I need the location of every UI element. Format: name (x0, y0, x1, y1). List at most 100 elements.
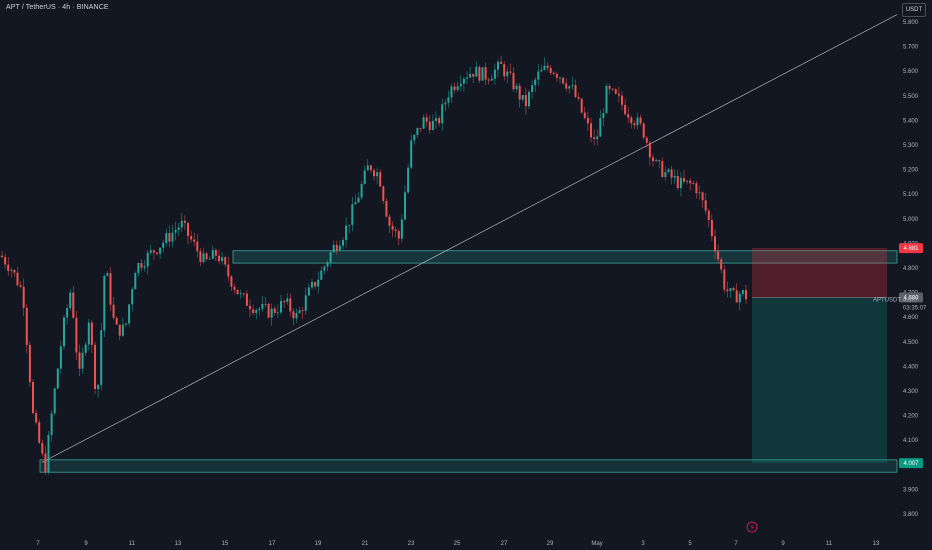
candle (252, 304, 255, 316)
candle-body (146, 252, 149, 267)
candle (738, 291, 741, 311)
candle-body (611, 88, 614, 90)
candle (28, 341, 31, 387)
candle (109, 267, 112, 311)
candle-body (379, 172, 382, 187)
candle-body (112, 304, 115, 318)
candle (97, 384, 100, 398)
candle-body (534, 79, 537, 86)
candle (745, 284, 747, 304)
position-tool[interactable] (752, 248, 887, 464)
candle-body (320, 270, 323, 280)
candle (503, 61, 506, 81)
candle-body (555, 74, 558, 78)
candle (602, 107, 605, 127)
candle (617, 86, 620, 103)
candle-body (497, 61, 499, 70)
candle (7, 256, 10, 276)
y-tick-label: 4.500 (903, 340, 919, 346)
candle-body (593, 137, 596, 140)
candle (255, 308, 258, 320)
candle (552, 71, 555, 76)
x-tick-label: May (591, 541, 602, 547)
candle (397, 228, 400, 246)
candle (320, 265, 323, 281)
y-tick-label: 5.000 (903, 217, 919, 223)
candle-body (639, 117, 642, 124)
candle (391, 221, 394, 238)
candle (627, 107, 630, 124)
candle-body (493, 69, 496, 79)
zones (39, 250, 898, 473)
candle-body (245, 293, 248, 306)
candle (32, 379, 34, 415)
candle-body (87, 322, 90, 345)
candle (642, 122, 645, 140)
candle (593, 129, 596, 146)
candle (543, 57, 546, 71)
candle-body (714, 236, 716, 252)
candle (236, 289, 239, 295)
candle (100, 322, 103, 390)
candle (205, 251, 208, 261)
candle-body (462, 78, 465, 84)
candle-body (726, 289, 729, 292)
y-tick-label: 5.700 (903, 45, 919, 51)
candle (596, 129, 599, 146)
candle (261, 295, 264, 313)
trendline[interactable] (41, 14, 898, 463)
candle (562, 77, 565, 85)
candle (394, 226, 397, 238)
candle-body (729, 288, 732, 292)
x-tick-label: 13 (175, 541, 182, 547)
candle (497, 59, 499, 78)
y-tick-label: 5.300 (903, 143, 919, 149)
candle-body (106, 273, 109, 276)
candle-body (701, 192, 704, 201)
candle (267, 302, 270, 319)
candle-body (314, 281, 317, 287)
y-tick-label: 4.400 (903, 364, 919, 370)
candle (276, 304, 279, 319)
candle (72, 286, 75, 319)
x-tick-label: 9 (781, 541, 785, 547)
candle-body (72, 292, 75, 318)
time-axis[interactable]: 7 9 11 13 15 17 19 21 23 25 27 29 May 3 5 7 9 11 13 (36, 541, 880, 547)
candle-body (692, 183, 695, 184)
candle (165, 228, 168, 247)
candle (484, 62, 487, 85)
candle-body (614, 89, 617, 94)
candle-body (450, 86, 453, 98)
candle-body (571, 85, 574, 87)
candle-body (273, 308, 276, 313)
candle (689, 177, 692, 191)
x-tick-label: 25 (454, 541, 461, 547)
currency-button[interactable]: USDT (902, 3, 926, 17)
candle-body (528, 91, 530, 107)
price-axis[interactable]: 3.8003.9004.0004.1004.2004.3004.4004.500… (903, 20, 919, 518)
candle (301, 306, 304, 319)
candle-body (425, 117, 428, 122)
candle (456, 81, 459, 93)
candle (332, 240, 335, 254)
y-tick-label: 5.100 (903, 192, 919, 198)
candle-body (298, 310, 301, 313)
candle-body (149, 250, 152, 253)
y-tick-label: 4.100 (903, 438, 919, 444)
candle-body (131, 289, 134, 305)
candle-body (676, 176, 679, 189)
candle (137, 262, 140, 277)
candle-body (723, 269, 726, 290)
lightning-icon[interactable] (746, 521, 758, 533)
candle-body (205, 253, 208, 260)
candle-body (323, 266, 326, 271)
candle (218, 249, 220, 264)
candle-body (66, 308, 69, 318)
candle (416, 127, 419, 139)
x-tick-label: 23 (408, 541, 415, 547)
candle-body (283, 300, 286, 302)
candle (211, 245, 214, 260)
candle-body (720, 259, 723, 270)
candle-body (490, 78, 493, 81)
